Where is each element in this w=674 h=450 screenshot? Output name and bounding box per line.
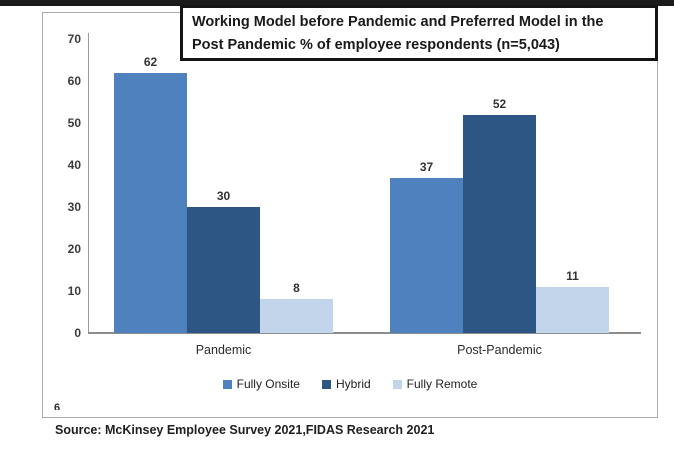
- y-tick-label: 60: [67, 74, 81, 88]
- y-tick-label: 50: [67, 116, 81, 130]
- legend-swatch-icon: [222, 379, 232, 389]
- legend-label: Fully Remote: [406, 377, 478, 391]
- source-note: Source: McKinsey Employee Survey 2021,FI…: [55, 423, 435, 437]
- legend-item-hybrid: Hybrid: [321, 377, 371, 391]
- bar-value-label: 30: [216, 189, 231, 203]
- bar-value-label: 8: [293, 281, 300, 295]
- legend-label: Fully Onsite: [236, 377, 300, 391]
- plot-area: Fully Onsite Hybrid Fully Remote 6 0 10 20 30…: [43, 13, 657, 417]
- category-label-post-pandemic: Post-Pandemic: [457, 343, 542, 357]
- legend-swatch-icon: [321, 379, 331, 389]
- legend-label: Hybrid: [335, 377, 371, 391]
- bar-hybrid-0: [187, 207, 260, 333]
- x-axis-line: [88, 332, 641, 334]
- bar-hybrid-1: [463, 115, 536, 333]
- bar-fully-remote-1: [536, 287, 609, 333]
- bar-fully-remote-0: [260, 299, 333, 333]
- top-border-bar: [0, 0, 674, 6]
- y-tick-label: 20: [67, 242, 81, 256]
- cropped-character-artifact: 6: [54, 402, 61, 410]
- chart-title-line-2: Post Pandemic % of employee respondents …: [192, 37, 560, 53]
- y-tick-label: 10: [67, 284, 81, 298]
- bar-value-label: 52: [492, 97, 507, 111]
- legend-item-fully-onsite: Fully Onsite: [222, 377, 300, 391]
- chart-title-box: Working Model before Pandemic and Prefer…: [180, 5, 658, 61]
- chart-title-line-1: Working Model before Pandemic and Prefer…: [192, 14, 604, 30]
- y-tick-label: 40: [67, 158, 81, 172]
- category-label-pandemic: Pandemic: [195, 343, 252, 357]
- bar-value-label: 62: [143, 55, 158, 69]
- y-tick-label: 30: [67, 200, 81, 214]
- bar-value-label: 37: [419, 160, 434, 174]
- bar-fully-onsite-0: [114, 73, 187, 333]
- y-tick-label: 70: [67, 32, 81, 46]
- bar-fully-onsite-1: [390, 178, 463, 333]
- legend-swatch-icon: [392, 379, 402, 389]
- y-axis-line: [88, 33, 89, 333]
- y-tick-label: 0: [74, 326, 81, 340]
- bar-value-label: 11: [566, 269, 579, 283]
- legend-item-fully-remote: Fully Remote: [392, 377, 478, 391]
- chart-legend: Fully Onsite Hybrid Fully Remote: [43, 377, 657, 391]
- chart-frame: Fully Onsite Hybrid Fully Remote 6 0 10 20 30…: [42, 12, 658, 418]
